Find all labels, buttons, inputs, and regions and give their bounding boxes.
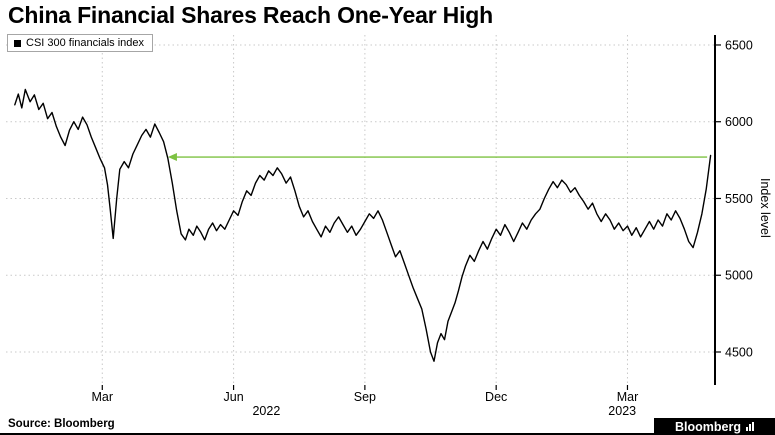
svg-text:Mar: Mar — [617, 390, 639, 404]
svg-text:2023: 2023 — [608, 404, 636, 418]
svg-text:Sep: Sep — [354, 390, 376, 404]
svg-text:Jun: Jun — [224, 390, 244, 404]
bottom-border — [0, 433, 775, 435]
svg-text:5000: 5000 — [725, 269, 753, 283]
source-note: Source: Bloomberg — [8, 418, 115, 430]
svg-text:6500: 6500 — [725, 38, 753, 52]
svg-text:2022: 2022 — [252, 404, 280, 418]
svg-text:5500: 5500 — [725, 192, 753, 206]
y-axis-title: Index level — [758, 178, 772, 238]
svg-text:Mar: Mar — [92, 390, 114, 404]
svg-text:6000: 6000 — [725, 115, 753, 129]
bloomberg-terminal-icon — [745, 422, 754, 431]
legend-box: CSI 300 financials index — [7, 34, 154, 52]
bloomberg-logo: Bloomberg — [654, 418, 775, 435]
svg-text:4500: 4500 — [725, 345, 753, 359]
svg-text:Dec: Dec — [485, 390, 507, 404]
legend-label: CSI 300 financials index — [26, 37, 145, 49]
legend-swatch-icon — [14, 39, 21, 47]
chart-title: China Financial Shares Reach One-Year Hi… — [8, 2, 493, 28]
bloomberg-wordmark: Bloomberg — [675, 419, 741, 434]
